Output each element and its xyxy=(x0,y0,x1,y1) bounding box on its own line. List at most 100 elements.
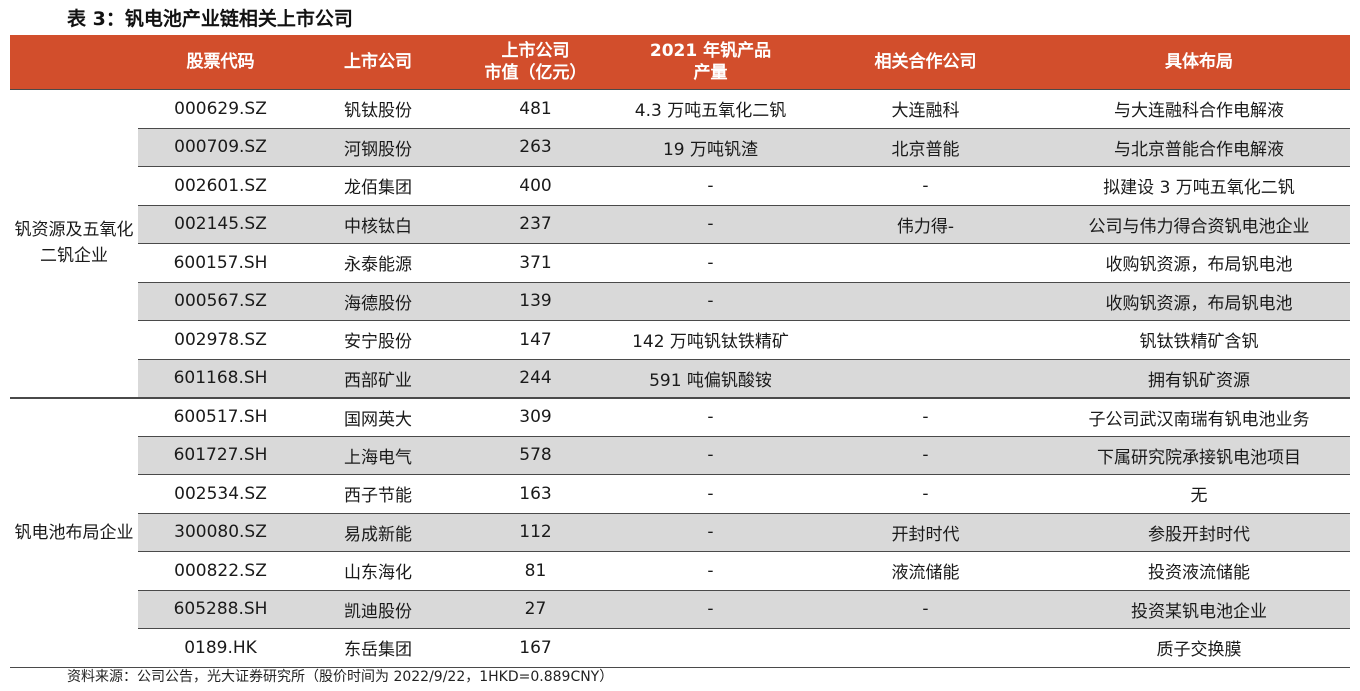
cell-partner xyxy=(803,243,1048,283)
cell-stock-code: 000629.SZ xyxy=(138,89,303,129)
cell-market-cap: 81 xyxy=(453,551,618,591)
cell-partner: - xyxy=(803,166,1048,206)
cell-partner xyxy=(803,628,1048,668)
cell-market-cap: 263 xyxy=(453,128,618,167)
table-row: 002145.SZ 中核钛白 237- 伟力得- 公司与伟力得合资钒电池企业 xyxy=(10,205,1350,244)
vanadium-companies-table: 股票代码 上市公司 上市公司 市值（亿元） 2021 年钒产品 产量 相关合作公… xyxy=(10,35,1350,668)
cell-partner: - xyxy=(803,590,1048,629)
table-row: 605288.SH 凯迪股份 27- - 投资某钒电池企业 xyxy=(10,590,1350,629)
table-row: 600157.SH 永泰能源 371- 收购钒资源，布局钒电池 xyxy=(10,243,1350,283)
cell-company: 上海电气 xyxy=(303,436,453,475)
cell-layout: 质子交换膜 xyxy=(1048,628,1350,668)
cell-partner: 液流储能 xyxy=(803,551,1048,591)
cell-partner: 大连融科 xyxy=(803,89,1048,129)
cell-layout: 收购钒资源，布局钒电池 xyxy=(1048,282,1350,321)
header-stock-code: 股票代码 xyxy=(138,35,303,90)
cell-output xyxy=(618,628,803,668)
cell-partner: 北京普能 xyxy=(803,128,1048,167)
cell-output: 591 吨偏钒酸铵 xyxy=(618,359,803,398)
header-company: 上市公司 xyxy=(303,35,453,90)
cell-layout: 收购钒资源，布局钒电池 xyxy=(1048,243,1350,283)
cell-market-cap: 309 xyxy=(453,396,618,437)
table-row: 601168.SH 西部矿业 244 591 吨偏钒酸铵 拥有钒矿资源 xyxy=(10,359,1350,398)
cell-stock-code: 000567.SZ xyxy=(138,282,303,321)
cell-output: - xyxy=(618,551,803,591)
header-output: 2021 年钒产品 产量 xyxy=(618,35,803,90)
cell-stock-code: 605288.SH xyxy=(138,590,303,629)
cell-layout: 钒钛铁精矿含钒 xyxy=(1048,320,1350,360)
cell-stock-code: 000822.SZ xyxy=(138,551,303,591)
table-row: 钒电池布局企业 600517.SH 国网英大 309- - 子公司武汉南瑞有钒电池业务 xyxy=(10,396,1350,668)
cell-company: 龙佰集团 xyxy=(303,166,453,206)
source-note: 资料来源：公司公告，光大证券研究所（股价时间为 2022/9/22，1HKD=0… xyxy=(67,669,614,685)
cell-layout: 无 xyxy=(1048,474,1350,514)
cell-market-cap: 371 xyxy=(453,243,618,283)
cell-company: 凯迪股份 xyxy=(303,590,453,629)
cell-market-cap: 139 xyxy=(453,282,618,321)
cell-stock-code: 300080.SZ xyxy=(138,513,303,552)
cell-stock-code: 600517.SH xyxy=(138,396,303,437)
cell-stock-code: 0189.HK xyxy=(138,628,303,668)
header-row: 股票代码 上市公司 上市公司 市值（亿元） 2021 年钒产品 产量 相关合作公… xyxy=(10,35,1350,90)
table-row: 000567.SZ 海德股份 139- 收购钒资源，布局钒电池 xyxy=(10,282,1350,321)
cell-market-cap: 481 xyxy=(453,89,618,129)
cell-company: 永泰能源 xyxy=(303,243,453,283)
group-label: 钒资源及五氧化二钒企业 xyxy=(10,89,138,398)
table-title: 表 3：钒电池产业链相关上市公司 xyxy=(67,8,353,30)
cell-market-cap: 244 xyxy=(453,359,618,398)
cell-stock-code: 601727.SH xyxy=(138,436,303,475)
group-label: 钒电池布局企业 xyxy=(10,396,138,668)
cell-stock-code: 000709.SZ xyxy=(138,128,303,167)
cell-output: - xyxy=(618,396,803,437)
cell-market-cap: 167 xyxy=(453,628,618,668)
cell-layout: 下属研究院承接钒电池项目 xyxy=(1048,436,1350,475)
cell-stock-code: 002978.SZ xyxy=(138,320,303,360)
table-row: 002534.SZ 西子节能 163- - 无 xyxy=(10,474,1350,514)
cell-market-cap: 237 xyxy=(453,205,618,244)
table-row: 0189.HK 东岳集团 167 质子交换膜 xyxy=(10,628,1350,668)
cell-layout: 拥有钒矿资源 xyxy=(1048,359,1350,398)
header-partner: 相关合作公司 xyxy=(803,35,1048,90)
cell-company: 安宁股份 xyxy=(303,320,453,360)
header-layout: 具体布局 xyxy=(1048,35,1350,90)
cell-stock-code: 002534.SZ xyxy=(138,474,303,514)
cell-market-cap: 578 xyxy=(453,436,618,475)
cell-layout: 子公司武汉南瑞有钒电池业务 xyxy=(1048,396,1350,437)
cell-company: 西部矿业 xyxy=(303,359,453,398)
cell-company: 国网英大 xyxy=(303,396,453,437)
table-row: 601727.SH 上海电气 578- - 下属研究院承接钒电池项目 xyxy=(10,436,1350,475)
cell-output: - xyxy=(618,590,803,629)
cell-stock-code: 002601.SZ xyxy=(138,166,303,206)
cell-partner xyxy=(803,320,1048,360)
table-row: 002978.SZ 安宁股份 147 142 万吨钒钛铁精矿 钒钛铁精矿含钒 xyxy=(10,320,1350,360)
cell-output: - xyxy=(618,205,803,244)
cell-output: - xyxy=(618,243,803,283)
cell-output: - xyxy=(618,474,803,514)
table-row: 000822.SZ 山东海化 81- 液流储能 投资液流储能 xyxy=(10,551,1350,591)
cell-partner xyxy=(803,282,1048,321)
table-row: 钒资源及五氧化二钒企业 000629.SZ 钒钛股份 481 4.3 万吨五氧化二钒 大连… xyxy=(10,89,1350,398)
cell-company: 东岳集团 xyxy=(303,628,453,668)
cell-market-cap: 400 xyxy=(453,166,618,206)
cell-partner: - xyxy=(803,396,1048,437)
header-group xyxy=(10,35,138,90)
cell-company: 海德股份 xyxy=(303,282,453,321)
cell-layout: 投资液流储能 xyxy=(1048,551,1350,591)
cell-market-cap: 163 xyxy=(453,474,618,514)
cell-layout: 拟建设 3 万吨五氧化二钒 xyxy=(1048,166,1350,206)
cell-output: - xyxy=(618,513,803,552)
cell-partner xyxy=(803,359,1048,398)
cell-stock-code: 600157.SH xyxy=(138,243,303,283)
cell-company: 西子节能 xyxy=(303,474,453,514)
table-body: 钒资源及五氧化二钒企业 000629.SZ 钒钛股份 481 4.3 万吨五氧化二钒 大连… xyxy=(10,89,1350,668)
cell-partner: - xyxy=(803,474,1048,514)
cell-layout: 公司与伟力得合资钒电池企业 xyxy=(1048,205,1350,244)
cell-output: - xyxy=(618,166,803,206)
cell-partner: 伟力得- xyxy=(803,205,1048,244)
cell-stock-code: 601168.SH xyxy=(138,359,303,398)
cell-layout: 与大连融科合作电解液 xyxy=(1048,89,1350,129)
cell-company: 钒钛股份 xyxy=(303,89,453,129)
cell-market-cap: 27 xyxy=(453,590,618,629)
cell-output: - xyxy=(618,282,803,321)
cell-company: 中核钛白 xyxy=(303,205,453,244)
